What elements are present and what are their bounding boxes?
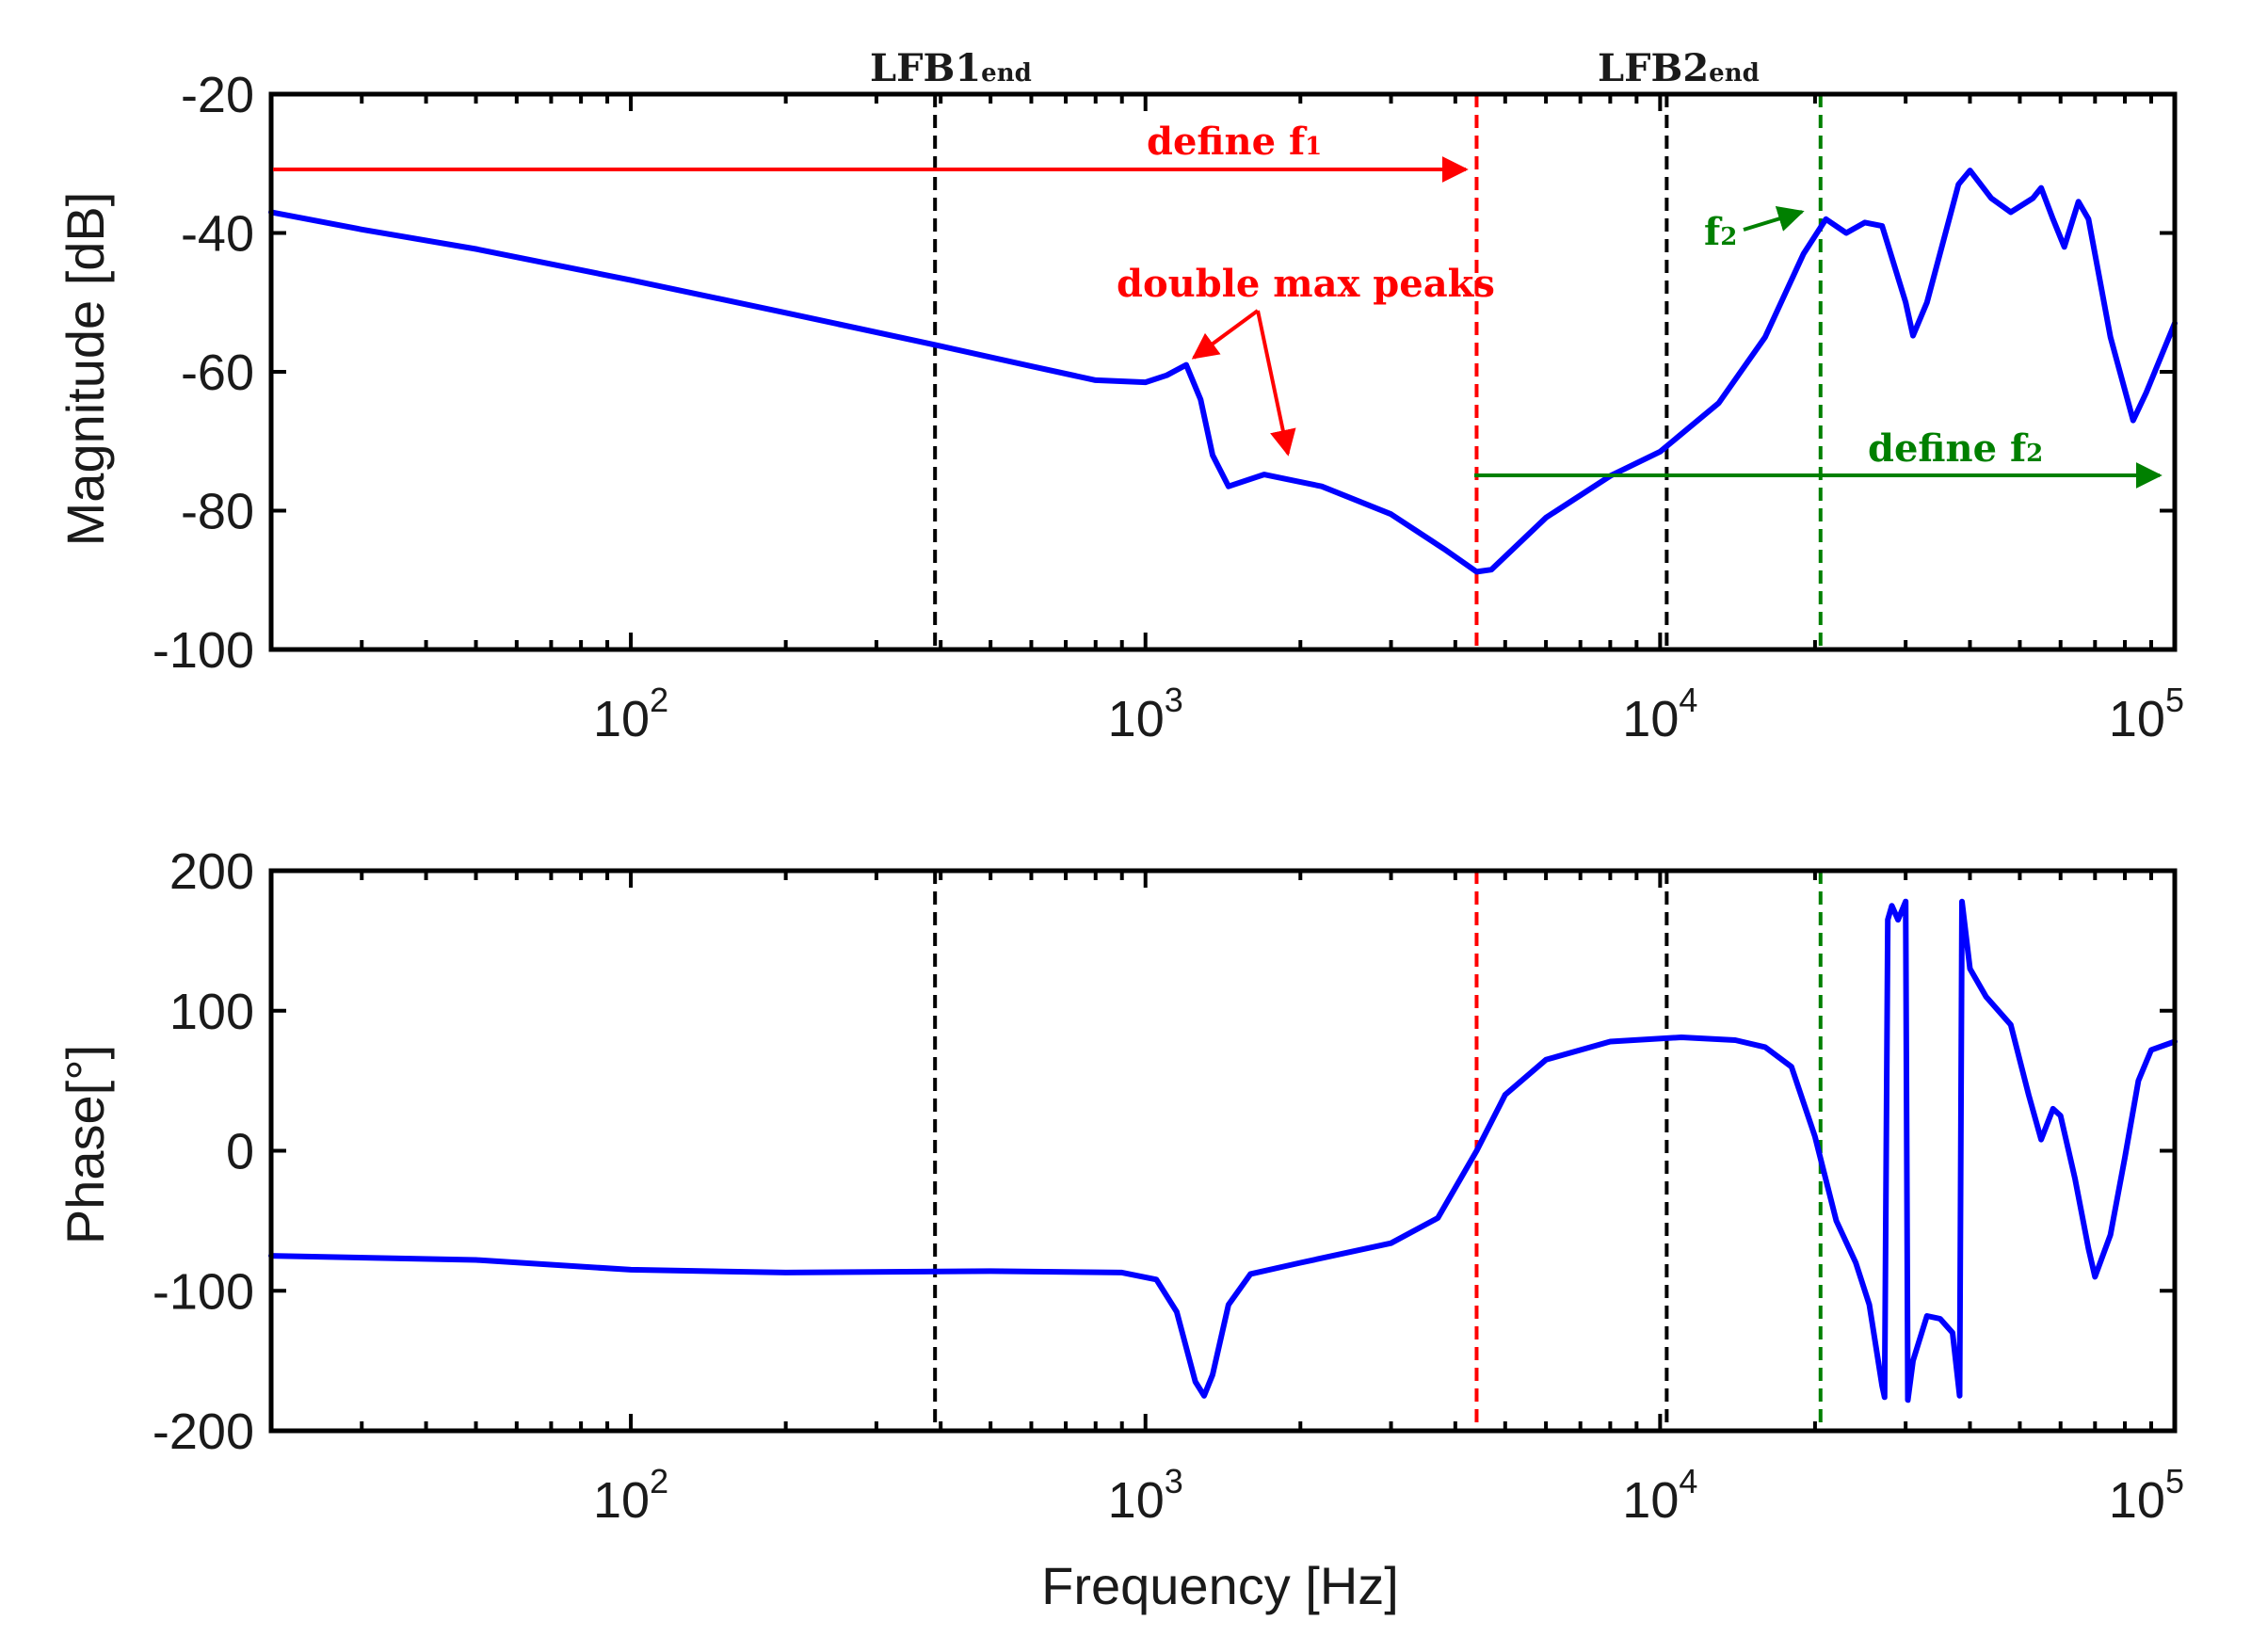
- magnitude-tick-labels: -20 -40 -60 -80 -100 102 103 104 105: [153, 67, 2184, 747]
- magnitude-curve: [268, 168, 2178, 575]
- phase-vlines: [933, 871, 1823, 1431]
- f2-label: f2: [1704, 210, 1737, 254]
- phase-ticks: [269, 869, 2177, 1433]
- magnitude-axes-frame: [268, 91, 2178, 652]
- peak2-arrow: [1256, 310, 1296, 457]
- define-f2-label: define f2: [1868, 426, 2043, 471]
- y-tick-label: 100: [169, 984, 254, 1040]
- x-tick-label: 103: [1108, 681, 1183, 747]
- x-tick-label: 102: [593, 681, 668, 747]
- x-tick-label: 103: [1108, 1462, 1183, 1529]
- phase-panel: 200 100 0 -100 -200 102 103 104 105 Phase[°] Fre…: [56, 843, 2184, 1615]
- x-tick-label: 105: [2109, 1462, 2184, 1529]
- y-tick-label: 200: [169, 843, 254, 900]
- y-tick-label: -20: [181, 67, 254, 123]
- y-tick-label: -40: [181, 206, 254, 263]
- magnitude-panel: -20 -40 -60 -80 -100 102 103 104 105 Magnitude […: [56, 46, 2184, 747]
- magnitude-vlines: [933, 94, 1823, 650]
- y-tick-label: -100: [153, 1263, 254, 1320]
- y-tick-label: -100: [153, 622, 254, 679]
- double-max-peaks-label: double max peaks: [1117, 262, 1495, 306]
- x-tick-label: 104: [1622, 1462, 1697, 1529]
- x-tick-label: 102: [593, 1462, 668, 1529]
- x-tick-label: 105: [2109, 681, 2184, 747]
- magnitude-ticks: [269, 92, 2177, 651]
- peak1-arrow: [1191, 309, 1260, 360]
- f2-arrow: [1743, 205, 1805, 232]
- lfb1-end-label: LFB1end: [870, 46, 1032, 90]
- x-tick-label: 104: [1622, 681, 1697, 747]
- define-f1-label: define f1: [1147, 120, 1322, 164]
- phase-curve: [268, 898, 2178, 1403]
- x-axis-title: Frequency [Hz]: [1041, 1556, 1399, 1615]
- lfb2-end-label: LFB2end: [1598, 46, 1760, 90]
- y-tick-label: 0: [226, 1124, 254, 1180]
- y-tick-label: -80: [181, 484, 254, 540]
- phase-y-axis-title: Phase[°]: [56, 1045, 115, 1244]
- y-tick-label: -200: [153, 1403, 254, 1460]
- magnitude-y-axis-title: Magnitude [dB]: [56, 192, 115, 547]
- phase-tick-labels: 200 100 0 -100 -200 102 103 104 105: [153, 843, 2184, 1529]
- y-tick-label: -60: [181, 345, 254, 401]
